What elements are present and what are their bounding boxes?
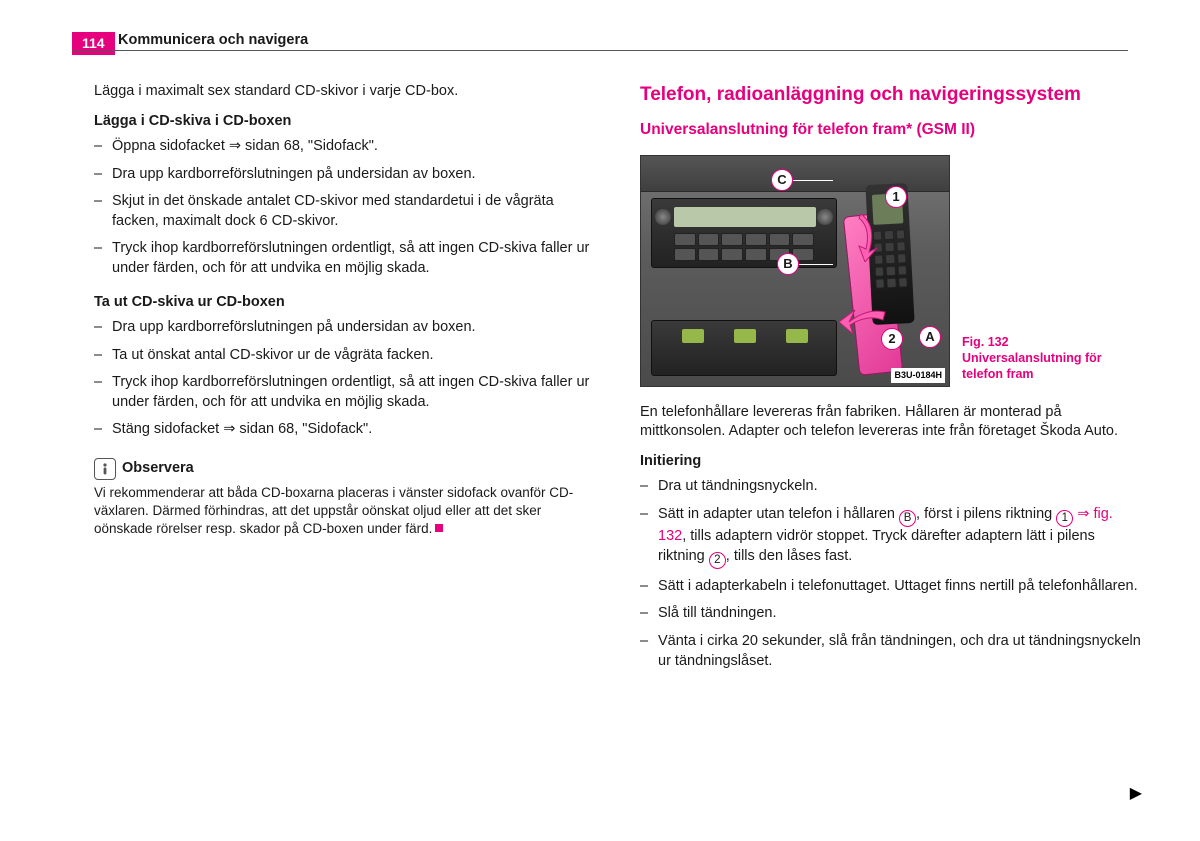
dash-icon: – (94, 318, 112, 338)
dash-icon: – (94, 165, 112, 185)
list-item: – Sätt i adapterkabeln i telefonuttaget.… (640, 577, 1142, 597)
t: , först i pilens riktning (916, 506, 1056, 522)
dash-icon: – (640, 477, 658, 497)
callout-c: C (771, 169, 793, 191)
list-text: Skjut in det önskade antalet CD-skivor m… (112, 192, 596, 231)
dash-icon: – (640, 577, 658, 597)
callout-2: 2 (881, 328, 903, 350)
note-label: Observera (122, 459, 194, 479)
t: , tills den låses fast. (726, 548, 853, 564)
subhead-remove-cd: Ta ut CD-skiva ur CD-boxen (94, 293, 596, 313)
subhead-insert-cd: Lägga i CD-skiva i CD-boxen (94, 112, 596, 132)
arrow-1-icon (841, 212, 881, 262)
content-columns: Lägga i maximalt sex standard CD-skivor … (94, 82, 1142, 679)
page-number: 114 (72, 32, 115, 55)
t: Sätt in adapter utan telefon i hållaren (658, 506, 899, 522)
note-body: Vi rekommenderar att båda CD-boxarna pla… (94, 485, 573, 536)
dash-icon: – (640, 632, 658, 671)
paragraph: En telefonhållare levereras från fabrike… (640, 403, 1142, 442)
list-text: Slå till tändningen. (658, 604, 1142, 624)
list-item: – Dra upp kardborreförslutningen på unde… (94, 165, 596, 185)
dash-icon: – (94, 346, 112, 366)
image-code: B3U-0184H (891, 368, 945, 382)
figure-image: C B 1 2 A B3U-0184H (640, 155, 950, 387)
right-column: Telefon, radioanläggning och navigerings… (640, 82, 1142, 679)
list-text: Dra upp kardborreförslutningen på unders… (112, 165, 596, 185)
callout-1: 1 (885, 186, 907, 208)
list-text: Dra upp kardborreförslutningen på unders… (112, 318, 596, 338)
dash-icon: – (640, 604, 658, 624)
left-column: Lägga i maximalt sex standard CD-skivor … (94, 82, 596, 679)
dash-icon: – (640, 505, 658, 569)
list-item: – Dra upp kardborreförslutningen på unde… (94, 318, 596, 338)
header-rule (72, 50, 1128, 51)
info-icon (94, 458, 116, 480)
list-text: Öppna sidofacket ⇒ sidan 68, "Sidofack". (112, 137, 596, 157)
list-text: Dra ut tändningsnyckeln. (658, 477, 1142, 497)
list-text: Tryck ihop kardborreförslutningen ordent… (112, 373, 596, 412)
list-item: – Stäng sidofacket ⇒ sidan 68, "Sidofack… (94, 420, 596, 440)
dash-icon: – (94, 137, 112, 157)
list-text: Sätt i adapterkabeln i telefonuttaget. U… (658, 577, 1142, 597)
continue-arrow-icon: ▶ (1130, 783, 1142, 805)
list-item: – Slå till tändningen. (640, 604, 1142, 624)
list-text: Ta ut önskat antal CD-skivor ur de vågrä… (112, 346, 596, 366)
note-heading-row: Observera (94, 458, 596, 480)
list-item: – Öppna sidofacket ⇒ sidan 68, "Sidofack… (94, 137, 596, 157)
ref-2-icon: 2 (709, 552, 726, 569)
callout-b: B (777, 253, 799, 275)
subhead-init: Initiering (640, 452, 1142, 472)
running-header: Kommunicera och navigera (118, 31, 308, 51)
list-item: – Ta ut önskat antal CD-skivor ur de våg… (94, 346, 596, 366)
dash-icon: – (94, 192, 112, 231)
list-item: – Dra ut tändningsnyckeln. (640, 477, 1142, 497)
note-text: Vi rekommenderar att båda CD-boxarna pla… (94, 484, 596, 539)
intro-text: Lägga i maximalt sex standard CD-skivor … (94, 82, 596, 102)
callout-a: A (919, 326, 941, 348)
list-text: Vänta i cirka 20 sekunder, slå från tänd… (658, 632, 1142, 671)
section-heading: Telefon, radioanläggning och navigerings… (640, 82, 1142, 108)
car-radio (651, 198, 837, 268)
subsection-heading: Universalanslutning för telefon fram* (G… (640, 120, 1142, 141)
end-stop-icon (435, 524, 443, 532)
list-item: – Sätt in adapter utan telefon i hållare… (640, 505, 1142, 569)
list-text: Sätt in adapter utan telefon i hållaren … (658, 505, 1142, 569)
dash-icon: – (94, 420, 112, 440)
list-item: – Skjut in det önskade antalet CD-skivor… (94, 192, 596, 231)
list-text: Stäng sidofacket ⇒ sidan 68, "Sidofack". (112, 420, 596, 440)
list-item: – Vänta i cirka 20 sekunder, slå från tä… (640, 632, 1142, 671)
ref-b-icon: B (899, 510, 916, 527)
list-item: – Tryck ihop kardborreförslutningen orde… (94, 239, 596, 278)
list-text: Tryck ihop kardborreförslutningen ordent… (112, 239, 596, 278)
dash-icon: – (94, 239, 112, 278)
list-item: – Tryck ihop kardborreförslutningen orde… (94, 373, 596, 412)
ref-1-icon: 1 (1056, 510, 1073, 527)
figure-area: C B 1 2 A B3U-0184H Fig. 132 Universalan… (640, 155, 1142, 387)
climate-panel (651, 320, 837, 376)
dash-icon: – (94, 373, 112, 412)
figure-caption: Fig. 132 Universalanslutning för telefon… (962, 334, 1112, 387)
